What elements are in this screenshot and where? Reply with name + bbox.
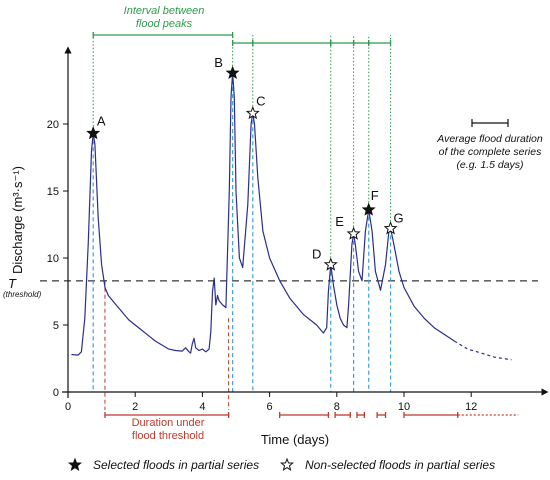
peak-label: C	[256, 93, 265, 108]
y-tick-label: 20	[47, 119, 59, 131]
y-tick-label: 15	[47, 186, 59, 198]
average-title-line1: Average flood duration	[436, 133, 543, 145]
peak-label: A	[97, 113, 106, 128]
peak-label: G	[393, 211, 403, 226]
x-tick-label: 6	[267, 401, 273, 413]
interval-markers	[92, 32, 392, 46]
non-selected-flood-star-icon	[346, 226, 361, 240]
interval-title-line2: flood peaks	[136, 18, 193, 30]
duration-title-line1: Duration under	[132, 417, 205, 429]
non-selected-flood-star-icon	[323, 257, 338, 271]
x-tick-label: 10	[398, 401, 410, 413]
peak-label: F	[371, 188, 379, 203]
y-tick-label: 0	[53, 387, 59, 399]
x-tick-label: 12	[465, 401, 477, 413]
duration-markers	[104, 412, 519, 418]
x-tick-label: 0	[65, 401, 71, 413]
interval-title-line1: Interval between	[124, 5, 205, 17]
legend: Selected floods in partial series Non-se…	[68, 457, 495, 472]
average-title-line3: (e.g. 1.5 days)	[456, 159, 523, 171]
selected-flood-star-icon	[225, 65, 240, 80]
y-axis-title: Discharge (m³·s⁻¹)	[10, 166, 25, 274]
threshold-sublabel: (threshold)	[3, 290, 42, 299]
threshold-label: T	[8, 276, 17, 291]
x-tick-label: 2	[132, 401, 138, 413]
average-title-line2: of the complete series	[439, 146, 542, 158]
legend-non-selected-star-icon	[280, 457, 294, 472]
non-selected-flood-star-icon	[245, 105, 260, 120]
non-selected-flood-star-icon	[383, 221, 398, 235]
selected-flood-star-icon	[86, 126, 101, 140]
y-tick-label: 10	[47, 253, 59, 265]
y-tick-label: 5	[53, 320, 59, 332]
legend-selected-label: Selected floods in partial series	[93, 458, 259, 472]
x-axis-title: Time (days)	[261, 432, 329, 447]
x-tick-label: 4	[199, 401, 205, 413]
selected-flood-star-icon	[361, 202, 376, 216]
legend-selected-star-icon	[68, 457, 82, 472]
x-tick-label: 8	[334, 401, 340, 413]
peak-label: B	[214, 55, 223, 70]
peak-label: D	[312, 247, 321, 262]
peak-guide-lines	[92, 35, 392, 410]
discharge-line-extension	[454, 340, 512, 361]
discharge-series	[71, 72, 512, 361]
legend-non-selected-label: Non-selected floods in partial series	[305, 458, 495, 472]
duration-title-line2: flood threshold	[132, 430, 204, 442]
peak-label: E	[335, 214, 344, 229]
discharge-line	[71, 72, 455, 356]
peak-markers: A B C D E FG	[86, 55, 404, 271]
axis-ticks: 0 2 4 6 8 10 12 0 5 10 15 20	[47, 119, 478, 413]
